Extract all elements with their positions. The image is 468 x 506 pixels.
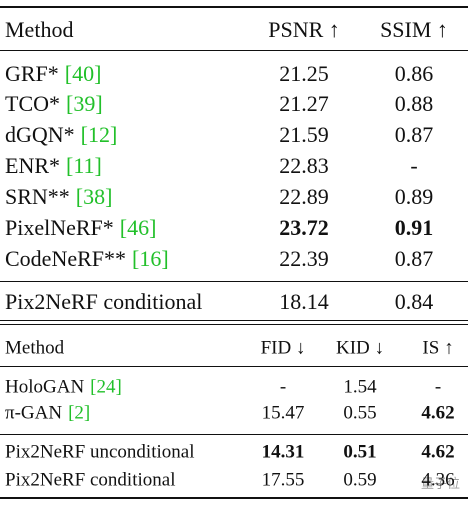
citation: [40]	[64, 61, 102, 86]
column-header: SSIM ↑	[380, 17, 448, 42]
value-cell: 21.27	[279, 91, 329, 116]
value-cell: 0.59	[343, 469, 377, 491]
column-header: Method	[5, 17, 74, 42]
value-cell: 21.59	[279, 122, 329, 147]
method-cell: TCO* [39]	[5, 93, 103, 115]
value-cell: -	[410, 153, 418, 178]
group-rule	[0, 434, 468, 435]
value-cell: 18.14	[279, 289, 329, 314]
method-name: PixelNeRF*	[5, 215, 114, 240]
method-name: TCO*	[5, 91, 60, 116]
value-cell: 17.55	[261, 469, 305, 491]
bottom-rule	[0, 497, 468, 499]
column-header: Method	[5, 337, 65, 359]
top-rule	[0, 6, 468, 8]
column-header: FID ↓	[260, 337, 306, 359]
column-header: IS ↑	[422, 337, 454, 359]
value-cell: 0.88	[394, 91, 434, 116]
value-cell: 0.91	[394, 215, 434, 240]
method-name: ENR*	[5, 153, 60, 178]
value-cell: 15.47	[261, 402, 305, 424]
method-name: Pix2NeRF conditional	[5, 289, 203, 314]
citation: [24]	[90, 376, 122, 398]
mid-rule	[0, 320, 468, 321]
value-cell: 0.86	[394, 61, 434, 86]
mid-rule	[0, 324, 468, 325]
watermark: 量子位	[420, 477, 460, 492]
method-cell: ENR* [11]	[5, 155, 102, 177]
column-header: PSNR ↑	[268, 17, 340, 42]
citation: [46]	[119, 215, 157, 240]
value-cell: 21.25	[279, 61, 329, 86]
method-name: CodeNeRF**	[5, 246, 126, 271]
header-rule	[0, 366, 468, 367]
citation: [12]	[80, 122, 118, 147]
value-cell: 1.54	[343, 376, 377, 398]
citation: [2]	[68, 402, 91, 424]
method-name: Pix2NeRF conditional	[5, 469, 176, 491]
value-cell: 23.72	[279, 215, 329, 240]
header-rule	[0, 50, 468, 51]
citation: [38]	[75, 184, 113, 209]
method-cell: π-GAN [2]	[5, 404, 90, 423]
value-cell: -	[434, 376, 442, 398]
value-cell: 0.89	[394, 184, 434, 209]
method-name: GRF*	[5, 61, 59, 86]
citation: [11]	[66, 153, 102, 178]
method-name: Pix2NeRF unconditional	[5, 441, 195, 463]
citation: [16]	[132, 246, 169, 271]
value-cell: 4.62	[421, 402, 455, 424]
value-cell: 22.39	[279, 246, 329, 271]
value-cell: 0.84	[394, 289, 434, 314]
group-rule	[0, 281, 468, 282]
value-cell: 22.83	[279, 153, 329, 178]
method-name: π-GAN	[5, 402, 63, 424]
value-cell: 0.51	[343, 441, 377, 463]
value-cell: -	[279, 376, 287, 398]
citation: [39]	[66, 91, 103, 116]
method-cell: Pix2NeRF unconditional	[5, 443, 194, 462]
method-name: HoloGAN	[5, 376, 85, 398]
value-cell: 4.62	[421, 441, 455, 463]
value-cell: 14.31	[261, 441, 305, 463]
method-cell: dGQN* [12]	[5, 124, 117, 146]
method-cell: GRF* [40]	[5, 63, 101, 85]
method-cell: PixelNeRF* [46]	[5, 217, 156, 239]
method-cell: Pix2NeRF conditional	[5, 291, 202, 313]
method-name: SRN**	[5, 184, 70, 209]
method-cell: SRN** [38]	[5, 186, 112, 208]
method-cell: CodeNeRF** [16]	[5, 248, 169, 270]
value-cell: 0.55	[343, 402, 377, 424]
value-cell: 4.36	[421, 469, 455, 491]
value-cell: 0.87	[394, 122, 434, 147]
method-cell: Pix2NeRF conditional	[5, 471, 175, 490]
method-name: dGQN*	[5, 122, 75, 147]
value-cell: 22.89	[279, 184, 329, 209]
method-cell: HoloGAN [24]	[5, 378, 122, 397]
column-header: KID ↓	[335, 337, 385, 359]
value-cell: 0.87	[394, 246, 434, 271]
